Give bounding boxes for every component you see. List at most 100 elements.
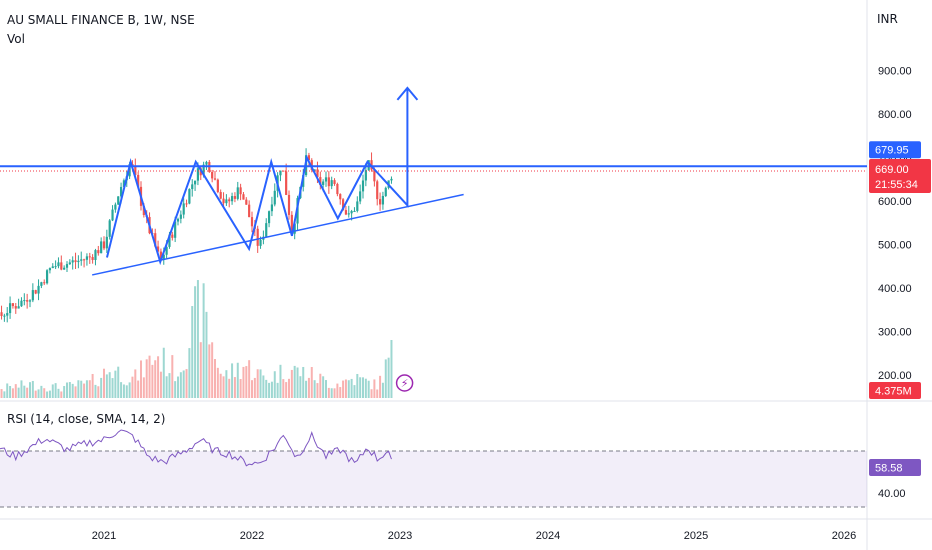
volume-bar <box>211 342 214 398</box>
volume-bar <box>191 306 194 398</box>
volume-bar <box>270 381 273 398</box>
candles <box>0 148 393 323</box>
volume-bar <box>228 378 231 398</box>
candle-body <box>128 164 131 177</box>
volume-bar <box>350 378 353 398</box>
candle-body <box>202 164 205 176</box>
candle-body <box>225 199 228 204</box>
time-tick-label: 2022 <box>240 530 264 542</box>
candle-body <box>185 203 188 205</box>
volume-bar <box>265 379 268 398</box>
volume-bars <box>0 280 393 398</box>
candle-body <box>191 184 194 190</box>
volume-bar <box>154 360 157 398</box>
volume-bar <box>259 369 262 398</box>
volume-bar <box>185 369 188 398</box>
candle-body <box>350 211 353 214</box>
volume-bar <box>179 372 182 398</box>
candle-body <box>63 267 66 270</box>
volume-bar <box>251 380 253 398</box>
candle-body <box>171 234 174 238</box>
volume-bar <box>188 348 191 398</box>
candle-body <box>381 195 385 205</box>
price-tick-label: 800.00 <box>878 109 912 121</box>
candle-body <box>102 241 106 249</box>
vol-legend[interactable]: Vol <box>7 32 25 46</box>
time-axis: 2021 2022 2023 2024 2025 2026 <box>92 530 856 542</box>
candle-body <box>390 178 393 181</box>
candle-body <box>162 254 165 259</box>
candle-body <box>11 303 15 307</box>
price-tick-label: 500.00 <box>878 240 912 252</box>
volume-bar <box>11 388 14 398</box>
candle-body <box>287 194 291 215</box>
volume-bar <box>20 380 23 398</box>
candle-body <box>142 205 145 216</box>
volume-bar <box>97 386 100 398</box>
candle-body <box>3 315 6 317</box>
rsi-line <box>0 429 392 467</box>
volume-bar <box>85 380 88 398</box>
candle-body <box>307 155 311 161</box>
time-tick-label: 2023 <box>388 530 412 542</box>
candle-body <box>51 266 54 269</box>
volume-bar <box>327 387 330 398</box>
volume-bar <box>140 360 142 398</box>
candle-body <box>28 300 32 302</box>
volume-bar <box>236 362 239 398</box>
volume-bar <box>26 387 29 398</box>
volume-bar <box>3 391 6 398</box>
volume-bar <box>279 364 282 398</box>
rsi-tick-label: 40.00 <box>878 488 906 500</box>
volume-bar <box>242 366 245 398</box>
volume-bar <box>222 376 225 398</box>
candle-body <box>196 168 200 181</box>
lightning-glyph: ⚡ <box>401 377 409 390</box>
price-tick-label: 300.00 <box>878 327 912 339</box>
candle-body <box>97 250 100 254</box>
volume-bar <box>145 359 148 398</box>
volume-bar <box>68 382 71 398</box>
volume-bar <box>157 356 160 398</box>
candle-body <box>37 285 40 294</box>
volume-bar <box>54 383 57 398</box>
candle-body <box>65 264 69 268</box>
volume-bar <box>288 378 290 398</box>
candle-body <box>114 204 117 210</box>
candle-body <box>54 266 57 268</box>
volume-badge-bg <box>869 382 921 399</box>
volume-bar <box>268 382 271 398</box>
volume-bar <box>103 368 105 398</box>
candle-body <box>105 236 108 249</box>
symbol-title[interactable]: AU SMALL FINANCE B, 1W, NSE <box>7 13 195 27</box>
volume-bar <box>91 373 94 398</box>
candle-body <box>91 257 94 260</box>
rsi-legend[interactable]: RSI (14, close, SMA, 14, 2) <box>7 412 166 426</box>
volume-bar <box>339 387 342 398</box>
zigzag-pattern <box>105 154 409 266</box>
volume-bar <box>290 369 293 398</box>
candle-body <box>111 209 114 221</box>
volume-bar <box>370 389 373 398</box>
volume-bar <box>171 355 174 398</box>
candle-body <box>182 203 185 215</box>
candle-body <box>285 171 288 195</box>
volume-bar <box>205 311 208 398</box>
candle-body <box>256 228 259 246</box>
volume-bar <box>177 376 179 398</box>
volume-bar <box>111 378 114 398</box>
volume-badge-text: 4.375M <box>875 386 912 398</box>
candle-body <box>156 246 160 252</box>
candle-body <box>242 194 245 200</box>
candle-body <box>82 259 86 261</box>
volume-bar <box>125 385 128 398</box>
price-tick-label: 200.00 <box>878 370 912 382</box>
volume-bar <box>94 384 97 398</box>
volume-bar <box>34 390 37 398</box>
volume-bar <box>174 381 177 398</box>
volume-bar <box>151 364 154 398</box>
volume-bar <box>367 380 370 398</box>
last-price-badge-bg <box>869 158 931 193</box>
price-tick-label: 900.00 <box>878 66 912 78</box>
